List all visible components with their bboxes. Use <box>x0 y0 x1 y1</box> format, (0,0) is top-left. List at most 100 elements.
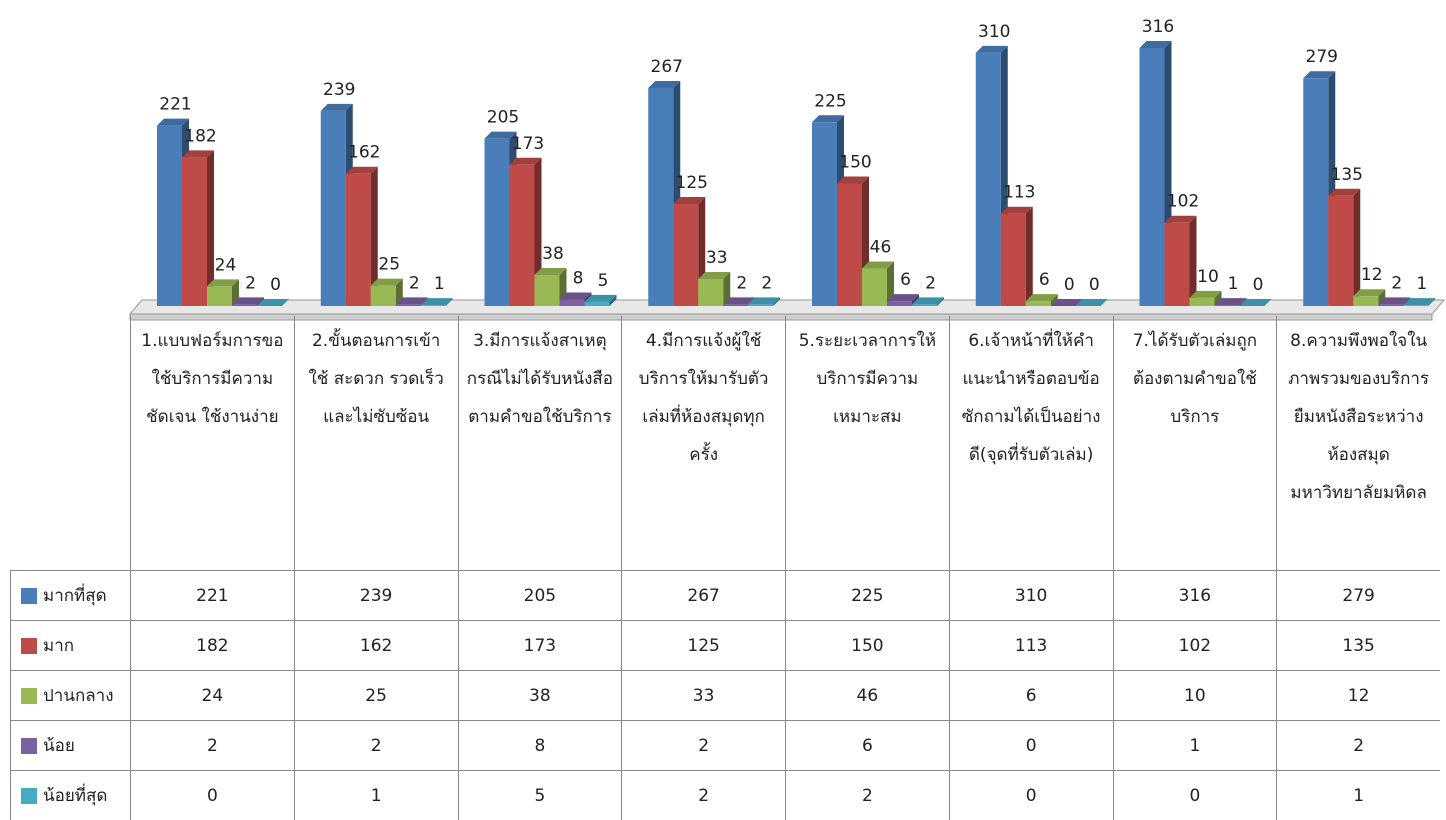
bar-face <box>812 115 844 123</box>
data-label: 150 <box>839 153 871 173</box>
bar-face <box>1025 294 1058 302</box>
category-label: 2.ขั้นตอนการเข้าใช้ สะดวก รวดเร็ว และไม่… <box>293 316 458 570</box>
data-label: 225 <box>814 91 846 111</box>
legend-swatch <box>21 587 37 604</box>
legend-label: มาก <box>43 636 75 656</box>
data-label: 2 <box>925 273 936 293</box>
bar-face <box>1189 290 1222 298</box>
table-cell: 267 <box>621 570 785 620</box>
bar <box>534 267 567 306</box>
table-cell: 162 <box>293 620 458 670</box>
bar <box>912 297 944 306</box>
bar-face <box>1428 298 1436 306</box>
bar-face <box>534 267 567 275</box>
bar-face <box>1378 289 1386 306</box>
bar-face <box>1000 213 1026 306</box>
data-label: 102 <box>1167 192 1199 212</box>
bar-face <box>559 292 592 300</box>
legend-label: ปานกลาง <box>43 686 114 706</box>
data-label: 173 <box>512 134 544 154</box>
bar-face <box>257 299 289 306</box>
bar-face <box>837 176 869 184</box>
bar <box>207 279 239 306</box>
bar-face <box>1214 305 1240 306</box>
bar <box>232 297 264 306</box>
bar-face <box>1353 296 1379 306</box>
legend-label: น้อยที่สุด <box>43 786 108 806</box>
data-label: 12 <box>1361 265 1383 285</box>
bar-face <box>207 279 239 287</box>
bar-face <box>1025 206 1033 306</box>
bar-face <box>1050 299 1083 306</box>
bar <box>698 272 731 306</box>
bar-face <box>1000 206 1033 214</box>
table-cell: 316 <box>1112 570 1277 620</box>
bar-face <box>232 304 257 306</box>
bar-face <box>370 166 378 306</box>
table-cell: 173 <box>457 620 622 670</box>
bar-face <box>320 103 353 111</box>
data-label: 2 <box>736 273 747 293</box>
category-label: 5.ระยะเวลาการให้บริการมีความเหมาะสม <box>785 316 949 570</box>
category-label: 4.มีการแจ้งผู้ใช้บริการให้มารับตัวเล่มที… <box>621 316 785 570</box>
category-label: 7.ได้รับตัวเล่มถูกต้องตามคำขอใช้บริการ <box>1112 316 1277 570</box>
data-label: 1 <box>1228 274 1239 294</box>
table-cell: 102 <box>1112 620 1277 670</box>
bar-face <box>420 298 453 306</box>
bar-face <box>1189 215 1197 306</box>
bar-face <box>912 304 937 306</box>
bar-face <box>1328 195 1354 306</box>
category-label: 1.แบบฟอร์มการขอใช้บริการมีความชัดเจน ใช้… <box>130 316 294 570</box>
legend-label: มากที่สุด <box>43 586 107 606</box>
legend-entry: ปานกลาง <box>10 670 130 720</box>
bar <box>748 297 781 306</box>
bar <box>370 278 403 306</box>
table-cell: 6 <box>948 670 1113 720</box>
table-cell: 6 <box>785 720 949 770</box>
bar <box>1075 299 1108 306</box>
bar-face <box>1075 299 1108 306</box>
table-cell: 182 <box>130 620 294 670</box>
table-cell: 2 <box>293 720 458 770</box>
bar-face <box>723 304 749 306</box>
data-label: 125 <box>676 173 708 193</box>
bar-face <box>748 304 774 306</box>
bar <box>862 261 894 306</box>
legend-entry: น้อย <box>10 720 130 770</box>
table-cell: 2 <box>130 720 294 770</box>
bar-face <box>1403 305 1429 306</box>
bar-face <box>975 45 1008 53</box>
table-cell: 0 <box>130 770 294 820</box>
bar <box>1050 299 1083 306</box>
bar-face <box>887 294 919 302</box>
bar-face <box>698 272 731 280</box>
bar <box>1164 215 1197 306</box>
table-cell: 10 <box>1112 670 1277 720</box>
data-label: 8 <box>573 268 584 288</box>
data-label: 0 <box>1253 275 1264 295</box>
table-cell: 2 <box>1276 720 1440 770</box>
data-label: 38 <box>542 244 564 264</box>
data-label: 310 <box>978 22 1010 42</box>
bar-face <box>157 125 182 306</box>
legend-entry: มาก <box>10 620 130 670</box>
bar <box>1214 298 1247 306</box>
legend-swatch <box>21 637 37 654</box>
legend-label: น้อย <box>43 736 75 756</box>
table-cell: 310 <box>948 570 1113 620</box>
bar <box>182 150 214 306</box>
bar-face <box>812 122 837 306</box>
bar-face <box>395 297 428 305</box>
data-label: 5 <box>598 271 609 291</box>
table-cell: 113 <box>948 620 1113 670</box>
bar-face <box>648 88 674 306</box>
bar-face <box>370 285 396 306</box>
table-cell: 2 <box>785 770 949 820</box>
bar-face <box>395 304 421 306</box>
legend-entry: น้อยที่สุด <box>10 770 130 820</box>
table-cell: 135 <box>1276 620 1440 670</box>
bar-face <box>1353 289 1386 297</box>
category-label: 8.ความพึงพอใจในภาพรวมของบริการยืมหนังสือ… <box>1276 316 1440 570</box>
bar-face <box>1214 298 1247 306</box>
table-cell: 221 <box>130 570 294 620</box>
